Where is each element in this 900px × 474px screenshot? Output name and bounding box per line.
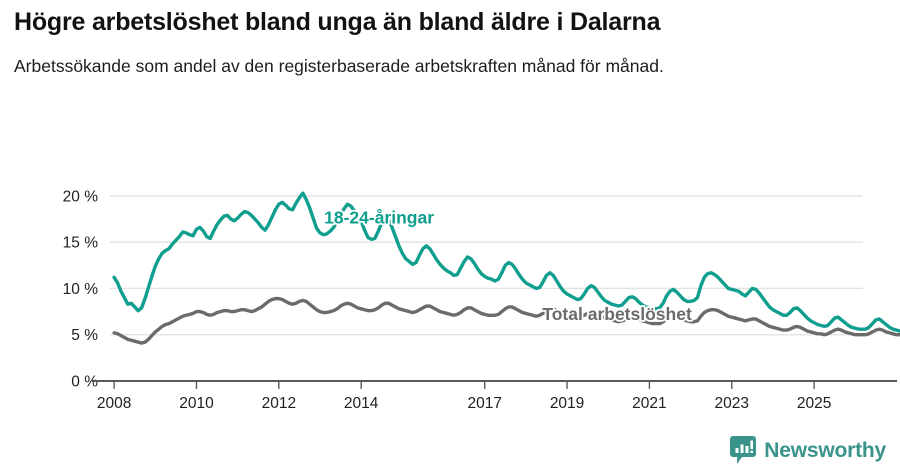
- x-axis-tick-label: 2021: [632, 395, 666, 412]
- x-axis: 2008 2010 2012 2014 2017 2019 2021 2023 2025: [92, 380, 897, 412]
- gridlines: [110, 195, 863, 336]
- page-title: Högre arbetslöshet bland unga än bland ä…: [14, 8, 661, 36]
- series-annotations: 18-24-åringar Total arbetslöshet: [322, 206, 693, 326]
- data-series: [112, 191, 900, 345]
- chart-subtitle: Arbetssökande som andel av den registerb…: [14, 55, 664, 76]
- x-axis-tick-label: 2010: [179, 395, 214, 412]
- y-axis-tick-label: 5 %: [71, 327, 98, 344]
- y-axis-tick-label: 10 %: [63, 281, 99, 298]
- y-axis-tick-label: 15 %: [63, 235, 99, 252]
- x-axis-tick-label: 2019: [550, 395, 584, 412]
- logo-text: Newsworthy: [764, 439, 886, 462]
- y-axis-tick-labels: 0 % 5 % 10 % 15 % 20 %: [63, 188, 99, 390]
- chart-plot-area: 0 % 5 % 10 % 15 % 20 % 2008 2010 2012 2014 2017 2…: [0, 150, 900, 415]
- x-axis-tick-label: 2023: [715, 395, 749, 412]
- y-axis-tick-label: 20 %: [63, 188, 99, 205]
- y-axis-tick-label: 0 %: [71, 374, 98, 391]
- x-axis-tick-label: 2008: [97, 395, 131, 412]
- x-axis-tick-label: 2025: [797, 395, 831, 412]
- series-line-youth: [112, 191, 900, 333]
- series-line-total: [112, 296, 900, 345]
- footer-branding: Newsworthy: [730, 436, 886, 466]
- bar-chart-bubble-icon: [730, 436, 757, 464]
- line-chart-svg: 0 %5 %10 %15 %20 % 2008 2010 2012 2014 2017 2…: [63, 188, 900, 412]
- series-label-total: Total arbetslöshet: [542, 304, 692, 324]
- x-axis-tick-label: 2014: [344, 395, 379, 412]
- x-axis-tick-label: 2017: [467, 395, 501, 412]
- x-axis-tick-label: 2012: [262, 395, 296, 412]
- series-label-youth: 18-24-åringar: [324, 208, 434, 228]
